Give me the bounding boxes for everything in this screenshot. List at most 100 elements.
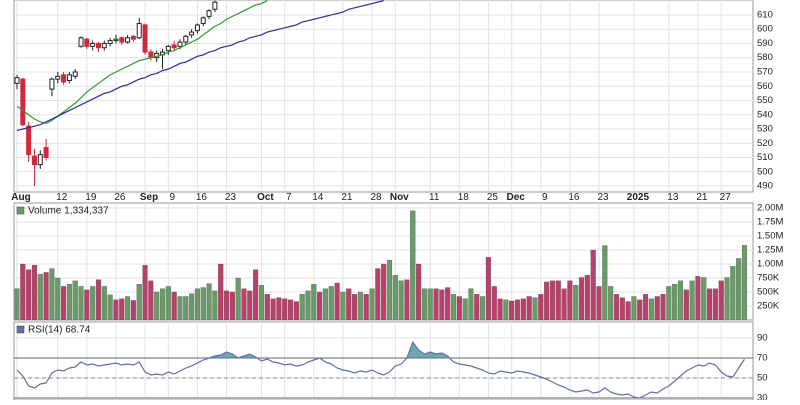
volume-bar — [532, 297, 538, 320]
volume-bar — [730, 266, 736, 320]
candle-body — [31, 155, 37, 166]
volume-bar — [218, 263, 224, 320]
volume-bar — [613, 294, 620, 320]
candle-body — [78, 37, 84, 47]
x-tick-label: 7 — [286, 192, 292, 203]
candle-body — [84, 38, 90, 47]
volume-bar — [136, 284, 142, 320]
volume-bar — [241, 288, 247, 320]
candle-body — [95, 42, 101, 49]
volume-bar — [625, 301, 631, 320]
volume-bar — [14, 288, 20, 320]
volume-bar — [369, 288, 375, 320]
y-tick-label: 750K — [757, 273, 780, 284]
candle-body — [189, 31, 195, 36]
volume-bar — [544, 281, 550, 320]
volume-bar — [480, 296, 486, 320]
volume-bar — [258, 285, 264, 320]
x-tick-label: 16 — [568, 192, 580, 203]
volume-bar — [491, 286, 497, 320]
volume-bar — [90, 286, 96, 320]
volume-bar — [340, 291, 346, 320]
volume-bar — [165, 286, 171, 320]
x-tick-label: 26 — [114, 192, 126, 203]
volume-bar — [264, 294, 270, 320]
plot-area — [14, 210, 748, 320]
y-tick-label: 2.00M — [757, 203, 783, 214]
volume-bar — [31, 264, 38, 320]
volume-bar — [293, 301, 299, 320]
volume-bar — [555, 280, 561, 320]
volume-bar — [253, 269, 259, 320]
volume-bar — [229, 291, 235, 320]
volume-bar — [608, 286, 614, 320]
candle-body — [20, 78, 26, 126]
volume-bar — [701, 277, 707, 320]
volume-bar — [596, 286, 602, 320]
candle-body — [49, 78, 55, 90]
volume-bar — [334, 282, 340, 320]
panel-background — [13, 321, 754, 401]
x-tick-label: 16 — [196, 192, 208, 203]
x-tick-label: Sep — [140, 192, 158, 203]
candle-body — [125, 37, 131, 43]
candle-body — [90, 42, 96, 47]
volume-bar — [61, 286, 67, 320]
y-tick-label: 1.25M — [757, 245, 783, 256]
candle-body — [66, 74, 72, 82]
volume-bar — [561, 288, 567, 320]
volume-bar — [637, 299, 643, 320]
volume-bar — [223, 290, 230, 320]
x-tick-label: 12 — [56, 192, 68, 203]
volume-bar — [514, 299, 521, 320]
candle-body — [43, 147, 49, 159]
y-tick-label: 540 — [757, 109, 773, 120]
candle-body — [119, 37, 125, 43]
x-tick-label: 9 — [542, 192, 548, 203]
x-tick-label: Aug — [11, 192, 30, 203]
candle-body — [61, 74, 67, 83]
volume-bar — [392, 275, 398, 320]
volume-bar — [130, 300, 136, 320]
volume-bar — [78, 286, 84, 320]
volume-bar — [695, 276, 701, 320]
volume-bar — [712, 288, 718, 320]
candle-body — [37, 154, 43, 166]
panel-title: RSI(14) 68.74 — [28, 325, 91, 336]
volume-bar — [718, 280, 724, 320]
y-tick-label: 580 — [757, 52, 773, 63]
volume-bar — [200, 287, 206, 320]
x-tick-label: 9 — [170, 192, 176, 203]
candle-body — [165, 45, 171, 52]
x-tick-label: 27 — [720, 192, 732, 203]
x-tick-label: 14 — [312, 192, 324, 203]
y-tick-label: 90 — [757, 333, 768, 344]
volume-bar — [84, 289, 90, 320]
y-tick-label: 550 — [757, 95, 773, 106]
y-tick-label: 250K — [757, 301, 780, 312]
panel-title: Volume 1,334,337 — [28, 206, 109, 217]
x-tick-label: 23 — [597, 192, 609, 203]
volume-bar — [602, 245, 608, 320]
volume-bar — [375, 268, 381, 320]
volume-bar — [648, 298, 654, 320]
volume-bar — [113, 299, 119, 320]
volume-bar — [398, 280, 404, 320]
volume-bar — [666, 286, 672, 320]
volume-bar — [497, 298, 503, 320]
volume-bar — [72, 280, 78, 320]
y-tick-label: 1.50M — [757, 231, 783, 242]
title-icon — [16, 325, 25, 334]
volume-bar — [643, 294, 649, 320]
candle-body — [212, 1, 218, 10]
y-tick-label: 1.00M — [757, 259, 783, 270]
volume-bar — [736, 258, 742, 320]
volume-bar — [526, 296, 532, 320]
volume-bar — [439, 289, 445, 320]
volume-bar — [619, 297, 625, 320]
volume-bar — [724, 277, 730, 320]
volume-bar — [485, 257, 491, 320]
candle-body — [183, 35, 189, 43]
title-icon — [16, 206, 25, 215]
